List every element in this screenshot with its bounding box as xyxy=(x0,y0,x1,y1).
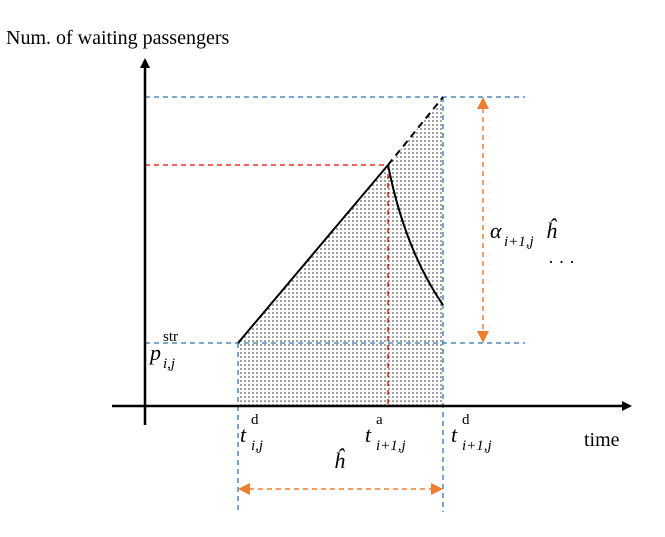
label-sub: i+1,j xyxy=(504,234,534,250)
headway-label: ĥ xyxy=(334,448,346,473)
label-sub: i+1,j xyxy=(376,438,406,454)
label-base: p xyxy=(148,340,161,365)
label-sup: d xyxy=(251,412,259,428)
label-base: α xyxy=(490,218,502,243)
p-label: p str i,j xyxy=(148,329,178,372)
label-base: t xyxy=(240,422,247,447)
t-arr-label: t a i+1,j xyxy=(365,412,406,454)
label-sub: i,j xyxy=(251,438,263,454)
label-sub: i,j xyxy=(163,356,175,372)
label-sup: a xyxy=(376,412,383,428)
arrival-guides xyxy=(145,164,389,406)
y-axis-label: Num. of waiting passengers xyxy=(6,27,230,49)
t-next-dep-label: t d i+1,j xyxy=(451,412,492,454)
growth-line xyxy=(237,164,389,344)
label-base: t xyxy=(365,422,372,447)
t-dep-label: t d i,j xyxy=(240,412,263,454)
alpha-label: α i+1,j ĥ xyxy=(490,218,558,250)
ellipsis: · · · xyxy=(548,252,575,272)
label-suffix: ĥ xyxy=(546,218,558,243)
label-sup: d xyxy=(462,412,470,428)
label-sup: str xyxy=(163,329,178,345)
shaded-area xyxy=(238,97,443,406)
label-base: t xyxy=(451,422,458,447)
growth-extension xyxy=(387,96,444,166)
x-axis-label: time xyxy=(584,429,620,451)
label-sub: i+1,j xyxy=(462,438,492,454)
boarding-curve xyxy=(387,164,444,306)
